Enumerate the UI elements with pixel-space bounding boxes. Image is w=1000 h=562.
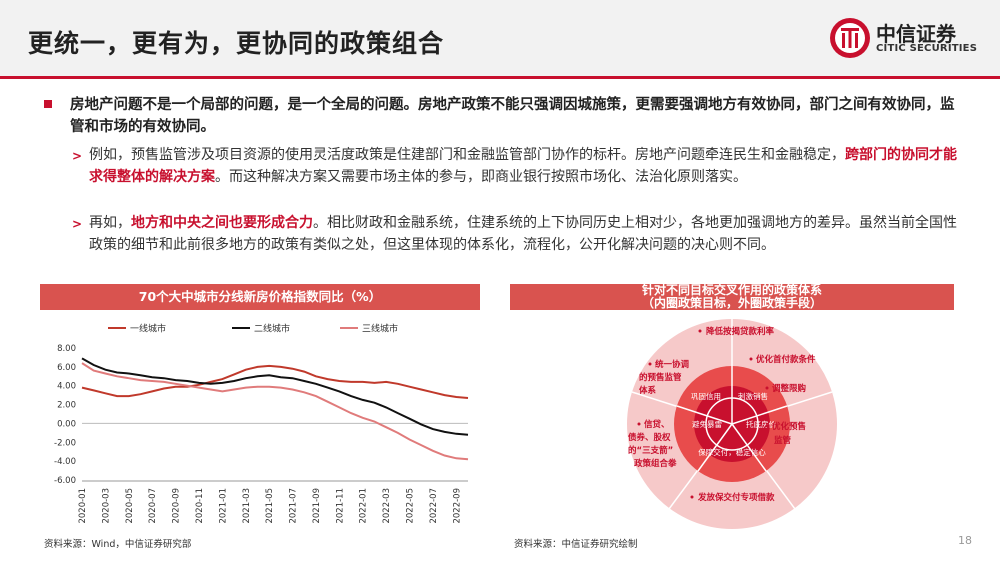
x-tick-label: 2020-05 — [125, 488, 135, 524]
legend-label: 三线城市 — [362, 323, 398, 335]
sub2-text-a: 再如， — [89, 215, 131, 231]
inner-label-sales: 刺激销售 — [738, 391, 768, 401]
x-tick-label: 2022-07 — [429, 488, 439, 524]
x-tick-label: 2022-01 — [359, 488, 369, 524]
source-left: 资料来源：Wind，中信证券研究部 — [44, 539, 192, 550]
line-chart: 8.006.004.002.000.00-2.00-4.00-6.002020-… — [54, 323, 469, 524]
y-tick-label: 4.00 — [57, 382, 76, 392]
y-tick-label: -4.00 — [54, 457, 76, 467]
x-tick-label: 2021-01 — [218, 488, 228, 524]
sub-bullet-2: 再如，地方和中央之间也要形成合力。相比财政和金融系统，住建系统的上下协同历史上相… — [89, 213, 959, 256]
x-tick-label: 2020-11 — [195, 488, 205, 524]
sub1-text-a: 例如，预售监管涉及项目资源的使用灵活度政策是住建部门和金融监管部门协作的标杆。房… — [89, 147, 845, 163]
inner-label-credit: 巩固信用 — [691, 391, 721, 401]
y-tick-label: 2.00 — [57, 401, 76, 411]
outer-label-unified-3: 体系 — [639, 385, 657, 396]
source-right: 资料来源：中信证券研究绘制 — [514, 539, 638, 550]
x-tick-label: 2020-09 — [172, 488, 182, 524]
y-tick-label: -2.00 — [54, 438, 76, 448]
x-tick-label: 2021-09 — [312, 488, 322, 524]
x-tick-label: 2022-09 — [452, 488, 462, 524]
arrow-bullet-icon: > — [72, 149, 83, 163]
outer-label-downpayment: 优化首付款条件 — [756, 354, 816, 365]
left-chart-title: 70个大中城市分线新房价格指数同比（%） — [40, 284, 480, 310]
x-tick-label: 2020-01 — [78, 488, 88, 524]
inner-label-support-price: 托底房价 — [746, 419, 776, 429]
right-chart-title-line2: （内圈政策目标，外圈政策手段） — [641, 296, 822, 310]
outer-label-three-arrows-2: 债券、股权 — [628, 432, 671, 443]
bullet-square — [44, 100, 52, 108]
right-chart-title-line1: 针对不同目标交叉作用的政策体系 — [641, 283, 822, 297]
x-tick-label: 2021-03 — [242, 488, 252, 524]
page-title: 更统一，更有为，更协同的政策组合 — [28, 29, 445, 58]
arrow-bullet-icon: > — [72, 217, 83, 231]
outer-label-presale: 优化预售 — [772, 421, 806, 432]
outer-label-three-arrows-1: 信贷、 — [644, 419, 670, 430]
x-tick-label: 2021-11 — [335, 488, 345, 524]
series-line — [81, 357, 469, 436]
legend-label: 二线城市 — [254, 323, 290, 335]
inner-label-avoid-default: 避免暴雷 — [692, 419, 722, 429]
legend-label: 一线城市 — [130, 323, 166, 335]
outer-label-presale-2: 监管 — [774, 435, 792, 446]
outer-label-three-arrows-3: 的“三支箭” — [628, 445, 673, 456]
outer-label-three-arrows-4: 政策组合拳 — [634, 458, 677, 469]
citic-logo-icon — [830, 18, 870, 58]
series-line — [81, 362, 469, 461]
logo-text-en: CITIC SECURITIES — [876, 43, 978, 54]
citic-logo: 中信证券 CITIC SECURITIES — [828, 16, 988, 60]
main-bullet-text: 房地产问题不是一个局部的问题，是一个全局的问题。房地产政策不能只强调因城施策，更… — [70, 97, 955, 135]
logo-text-cn: 中信证券 — [876, 22, 956, 46]
policy-diagram: 巩固信用 刺激销售 避免暴雷 托底房价 保障交付，稳定信心 降低按揭贷款利率 优… — [627, 319, 837, 529]
x-tick-label: 2022-03 — [382, 488, 392, 524]
outer-label-purchase-limit: 调整限购 — [772, 383, 807, 394]
sub2-highlight: 地方和中央之间也要形成合力 — [131, 215, 313, 231]
outer-label-mortgage-rate: 降低按揭贷款利率 — [706, 326, 775, 337]
outer-label-special-loan: 发放保交付专项借款 — [697, 492, 775, 503]
y-tick-label: 0.00 — [57, 419, 76, 429]
sub1-text-b: 。而这种解决方案又需要市场主体的参与，即商业银行按照市场化、法治化原则落实。 — [215, 168, 747, 185]
x-tick-label: 2021-07 — [289, 488, 299, 524]
sub1-highlight: 跨部门的协同才能求得整体的解决方案 — [89, 147, 957, 185]
sub-bullet-1: 例如，预售监管涉及项目资源的使用灵活度政策是住建部门和金融监管部门协作的标杆。房… — [89, 145, 959, 188]
x-tick-label: 2022-05 — [406, 488, 416, 524]
right-chart-title: 针对不同目标交叉作用的政策体系 （内圈政策目标，外圈政策手段） — [510, 284, 954, 310]
x-tick-label: 2020-03 — [101, 488, 111, 524]
inner-label-delivery: 保障交付，稳定信心 — [698, 447, 766, 457]
y-tick-label: 6.00 — [57, 363, 76, 373]
series-line — [81, 364, 469, 399]
y-tick-label: -6.00 — [54, 476, 76, 486]
x-tick-label: 2020-07 — [148, 488, 158, 524]
sub2-text-b: 。相比财政和金融系统，住建系统的上下协同历史上相对少，各地更加强调地方的差异。虽… — [89, 215, 957, 253]
outer-label-unified-1: 统一协调 — [655, 359, 690, 370]
x-tick-label: 2021-05 — [265, 488, 275, 524]
y-tick-label: 8.00 — [57, 344, 76, 354]
outer-dots — [637, 329, 769, 499]
header-divider — [0, 76, 1000, 79]
outer-label-unified-2: 的预售监管 — [639, 372, 682, 383]
page-number: 18 — [958, 534, 972, 547]
inner-dividers — [676, 366, 788, 472]
